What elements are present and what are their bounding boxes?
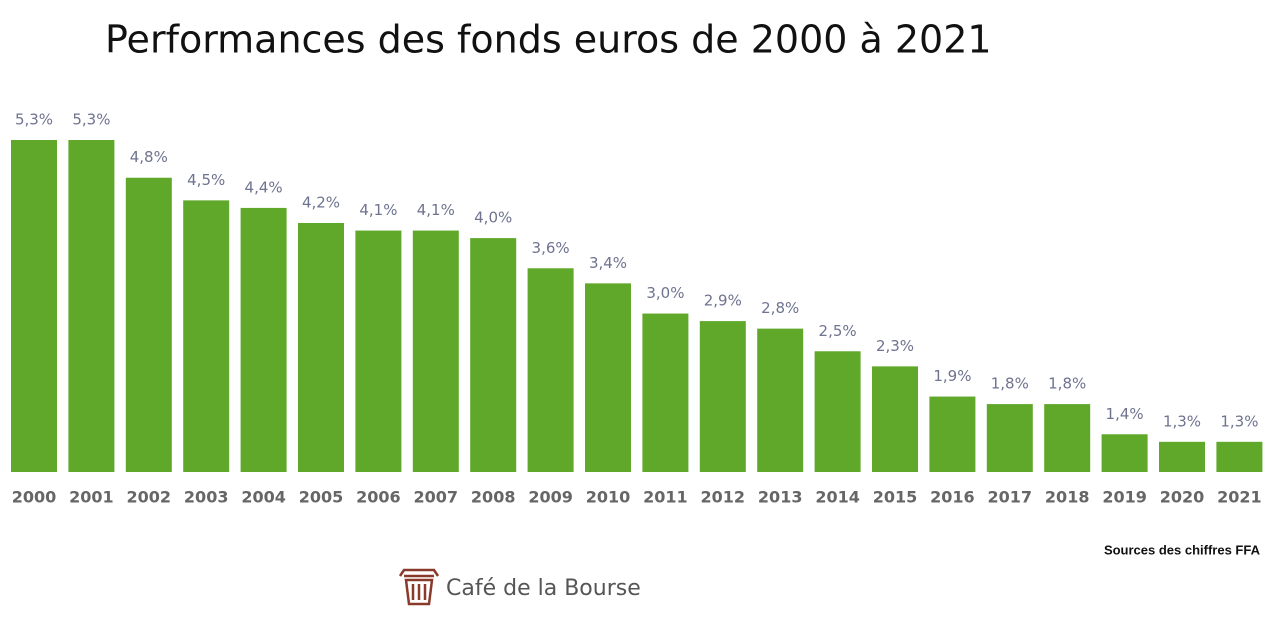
value-label: 2,8% xyxy=(761,299,799,317)
x-tick-label: 2017 xyxy=(988,488,1033,507)
value-label: 2,5% xyxy=(819,322,857,340)
bar xyxy=(699,321,746,472)
bar xyxy=(240,207,287,472)
bar xyxy=(470,238,517,472)
value-label: 5,3% xyxy=(72,111,110,129)
x-tick-label: 2011 xyxy=(643,488,688,507)
bar xyxy=(11,140,57,472)
value-label: 3,0% xyxy=(646,284,684,302)
x-tick-label: 2009 xyxy=(528,488,573,507)
bar xyxy=(68,140,115,472)
x-tick-label: 2015 xyxy=(873,488,918,507)
value-label: 3,4% xyxy=(589,254,627,272)
bar xyxy=(1216,441,1263,472)
bar xyxy=(125,177,172,472)
x-tick-label: 2013 xyxy=(758,488,803,507)
value-label: 1,4% xyxy=(1106,405,1144,423)
bar xyxy=(1159,441,1205,472)
bar xyxy=(1101,434,1148,472)
bar xyxy=(814,351,861,472)
x-tick-label: 2003 xyxy=(184,488,229,507)
value-label: 5,3% xyxy=(15,111,53,129)
value-label: 1,3% xyxy=(1163,412,1201,430)
bar xyxy=(527,268,574,472)
value-label: 4,5% xyxy=(187,171,225,189)
bar xyxy=(642,313,689,472)
x-tick-label: 2001 xyxy=(69,488,114,507)
value-label: 1,9% xyxy=(933,367,971,385)
value-label: 1,8% xyxy=(991,375,1029,393)
x-tick-label: 2006 xyxy=(356,488,401,507)
bar xyxy=(757,328,804,472)
value-label: 3,6% xyxy=(532,239,570,257)
bar xyxy=(929,396,976,472)
value-label: 1,8% xyxy=(1048,375,1086,393)
source-note: Sources des chiffres FFA xyxy=(1104,542,1261,557)
x-tick-label: 2014 xyxy=(815,488,860,507)
value-label: 4,1% xyxy=(359,201,397,219)
x-tick-label: 2008 xyxy=(471,488,516,507)
value-label: 4,1% xyxy=(417,201,455,219)
logo-icon xyxy=(398,568,440,606)
x-tick-label: 2019 xyxy=(1102,488,1147,507)
x-tick-label: 2005 xyxy=(299,488,344,507)
value-label: 4,8% xyxy=(130,148,168,166)
x-tick-label: 2000 xyxy=(12,488,57,507)
x-tick-label: 2018 xyxy=(1045,488,1090,507)
x-tick-label: 2010 xyxy=(586,488,631,507)
x-tick-label: 2012 xyxy=(701,488,746,507)
value-label: 4,4% xyxy=(245,178,283,196)
value-label: 4,0% xyxy=(474,209,512,227)
bar xyxy=(355,230,402,472)
logo-text: Café de la Bourse xyxy=(446,576,641,601)
bar xyxy=(1044,404,1091,472)
x-tick-label: 2021 xyxy=(1217,488,1262,507)
x-tick-label: 2004 xyxy=(241,488,286,507)
value-label: 2,9% xyxy=(704,292,742,310)
value-label: 4,2% xyxy=(302,194,340,212)
bar xyxy=(412,230,459,472)
bar xyxy=(986,404,1033,472)
x-tick-label: 2007 xyxy=(414,488,459,507)
bar xyxy=(872,366,918,472)
value-label: 1,3% xyxy=(1220,412,1258,430)
bar xyxy=(183,200,230,472)
bar xyxy=(585,283,631,472)
bar xyxy=(298,223,344,472)
x-tick-label: 2016 xyxy=(930,488,975,507)
x-tick-label: 2020 xyxy=(1160,488,1205,507)
x-tick-label: 2002 xyxy=(127,488,172,507)
value-label: 2,3% xyxy=(876,337,914,355)
chart-title: Performances des fonds euros de 2000 à 2… xyxy=(105,18,992,62)
